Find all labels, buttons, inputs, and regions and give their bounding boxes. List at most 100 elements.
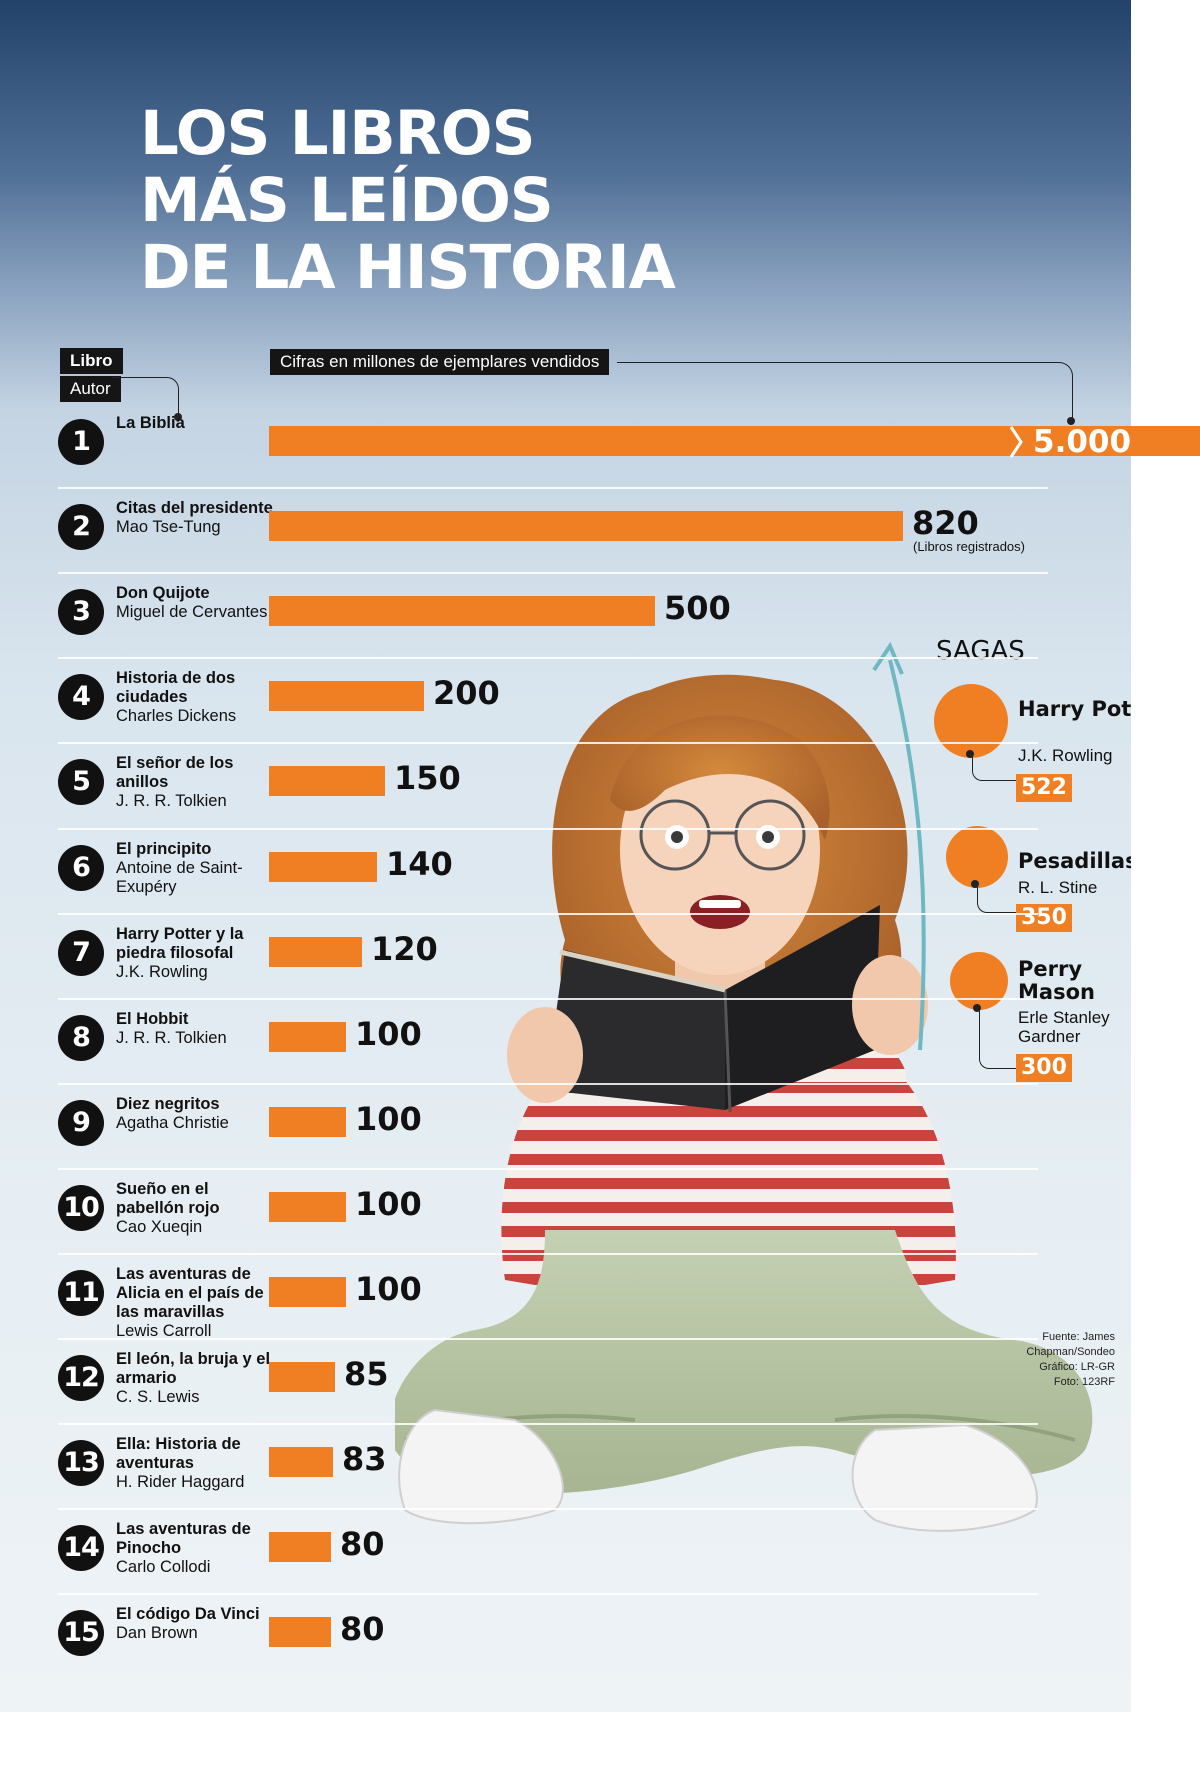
- book-title: Ella: Historia de aventuras: [116, 1435, 241, 1473]
- row-separator: [58, 1253, 1038, 1255]
- book-title: El principito: [116, 839, 212, 858]
- bar-value-label: 150: [394, 759, 461, 798]
- reader-illustration: [395, 674, 1093, 1532]
- book-entry: Don Quijote Miguel de Cervantes: [116, 584, 276, 622]
- book-entry: Ella: Historia de aventuras H. Rider Hagg…: [116, 1435, 276, 1492]
- bar: [269, 1362, 335, 1393]
- book-entry: El león, la bruja y el armario C. S. Lewi…: [116, 1350, 276, 1407]
- book-entry: Las aventuras de Alicia en el país de la…: [116, 1265, 276, 1341]
- bar: [269, 511, 903, 542]
- credit-source: Fuente: James Chapman/Sondeo: [1026, 1331, 1115, 1358]
- bar: [269, 936, 362, 967]
- book-author: C. S. Lewis: [116, 1388, 200, 1407]
- book-author: J. R. R. Tolkien: [116, 792, 227, 811]
- book-title: Las aventuras de Pinocho: [116, 1520, 251, 1558]
- book-entry: La Biblia: [116, 414, 276, 433]
- book-author: Mao Tse-Tung: [116, 518, 221, 537]
- bar: [269, 1617, 331, 1648]
- rank-badge: 5: [58, 759, 104, 806]
- bar-value-label: 140: [386, 844, 453, 883]
- saga-harry-potter-dot: [966, 750, 974, 758]
- title-line-3: DE LA HISTORIA: [140, 232, 676, 303]
- bar-value-label: 100: [355, 1014, 422, 1053]
- book-title: El señor de los anillos: [116, 754, 234, 792]
- saga-pesadillas-marker: [946, 826, 1008, 888]
- book-author: Lewis Carroll: [116, 1322, 212, 1340]
- row-separator: [58, 1593, 1038, 1596]
- book-entry: El señor de los anillos J. R. R. Tolkien: [116, 754, 276, 811]
- bar-value-label: 100: [355, 1270, 422, 1308]
- book-title: Don Quijote: [116, 584, 210, 603]
- bar-value-label: 820: [912, 504, 979, 543]
- bar-value-label: 120: [371, 929, 438, 968]
- saga-pesadillas-value: 350: [1016, 904, 1072, 932]
- bar-value-label: 100: [355, 1099, 422, 1138]
- book-author: Miguel de Cervantes: [116, 603, 268, 622]
- bar: [269, 1532, 331, 1563]
- book-entry: Harry Potter y la piedra filosofal J.K. R…: [116, 925, 276, 982]
- credit-photo: Foto: 123RF: [1053, 1376, 1115, 1388]
- bar-value-label: 5.000: [1033, 424, 1132, 460]
- legend-libro-tag: Libro: [60, 348, 123, 374]
- row-separator: [58, 912, 1038, 915]
- title-line-2: MÁS LEÍDOS: [140, 165, 554, 236]
- legend-connector-dot: [174, 413, 182, 421]
- rank-badge: 3: [58, 589, 104, 636]
- saga-harry-potter-connector: [972, 752, 1017, 781]
- bar: [269, 1277, 346, 1307]
- sagas-title: SAGAS: [936, 636, 1025, 666]
- row-separator: [58, 1423, 1038, 1426]
- bar-value-note: (Libros registrados): [913, 539, 1025, 555]
- book-author: Charles Dickens: [116, 707, 237, 726]
- book-title: El Hobbit: [116, 1009, 189, 1028]
- row-separator: [58, 827, 1038, 830]
- saga-harry-potter-author: J.K. Rowling: [1018, 746, 1113, 765]
- bar-value-label: 80: [340, 1610, 385, 1649]
- bar: [269, 1191, 346, 1222]
- book-title: Citas del presidente: [116, 499, 273, 518]
- book-title: Sueño en el pabellón rojo: [116, 1179, 220, 1217]
- units-connector-dot: [1067, 417, 1075, 425]
- bar-value-label: 100: [355, 1184, 422, 1223]
- rank-badge: 2: [58, 504, 104, 551]
- book-title: El león, la bruja y el armario: [116, 1350, 271, 1388]
- book-author: Agatha Christie: [116, 1113, 229, 1132]
- sagas-arrow: [872, 641, 926, 1051]
- book-title: La Biblia: [116, 414, 185, 432]
- title-line-1: LOS LIBROS: [140, 98, 536, 169]
- bar: [269, 596, 655, 627]
- rank-badge: 8: [58, 1014, 104, 1061]
- rank-badge: 13: [58, 1440, 104, 1487]
- rank-badge: 6: [58, 844, 104, 891]
- bar-value-label: 80: [340, 1525, 385, 1564]
- bar: [269, 766, 385, 797]
- axis-break-icon: [1009, 426, 1023, 458]
- book-entry: El Hobbit J. R. R. Tolkien: [116, 1010, 276, 1048]
- bar-chart: 1 La Biblia 2 Citas del presidente Mao Tse-T…: [58, 414, 1038, 1657]
- book-author: Dan Brown: [116, 1624, 198, 1643]
- book-title: Las aventuras de Alicia en el país de la…: [116, 1265, 264, 1321]
- rank-badge: 7: [58, 929, 104, 976]
- saga-perry-mason-author: Erle Stanley Gardner: [1018, 1008, 1110, 1046]
- bar-value-label: 200: [433, 674, 500, 713]
- page-title: LOS LIBROS MÁS LEÍDOS DE LA HISTORIA: [140, 98, 676, 303]
- book-author: J. R. R. Tolkien: [116, 1028, 227, 1047]
- book-author: Antoine de Saint-Exupéry: [116, 858, 243, 896]
- row-separator: [58, 1082, 1038, 1085]
- row-separator: [58, 742, 1038, 745]
- book-author: Cao Xueqin: [116, 1217, 203, 1236]
- rank-badge: 15: [58, 1610, 104, 1657]
- bar: [269, 1106, 346, 1137]
- book-entry: Las aventuras de Pinocho Carlo Collodi: [116, 1520, 276, 1577]
- saga-harry-potter-marker: [934, 684, 1008, 758]
- credit-graphic: Gráfico: LR-GR: [1039, 1361, 1115, 1373]
- legend-connector: [112, 377, 179, 418]
- book-entry: Citas del presidente Mao Tse-Tung: [116, 499, 276, 537]
- saga-perry-mason-dot: [973, 1004, 981, 1012]
- units-connector: [617, 362, 1073, 423]
- saga-pesadillas-dot: [971, 880, 979, 888]
- rank-badge: 14: [58, 1525, 104, 1572]
- row-separator: [58, 1508, 1038, 1511]
- bar-value-label: 83: [342, 1440, 387, 1479]
- rank-badge: 1: [58, 419, 104, 465]
